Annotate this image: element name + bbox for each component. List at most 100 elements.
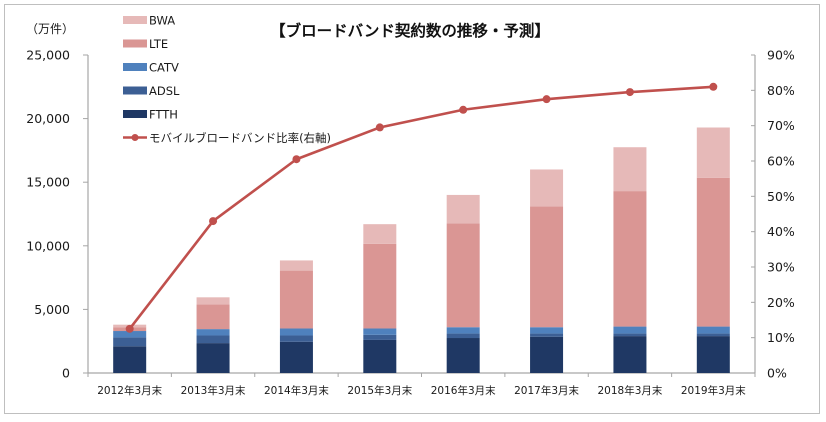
bars-group — [113, 127, 730, 373]
bar-segment-bwa — [613, 147, 647, 192]
x-tick-label: 2017年3月末 — [514, 384, 579, 397]
legend-item: ADSL — [123, 84, 180, 98]
bar-segment-lte — [613, 191, 647, 327]
x-tick-label: 2014年3月末 — [264, 384, 329, 397]
legend-swatch — [123, 110, 147, 118]
left-tick-label: 5,000 — [34, 302, 70, 317]
ratio-point — [625, 88, 634, 97]
bar-segment-lte — [696, 177, 730, 327]
legend-item: LTE — [123, 37, 168, 51]
bar-stack — [363, 224, 397, 373]
x-tick-labels: 2012年3月末 2013年3月末 2014年3月末 2015年3月末 2016年3月末… — [97, 384, 746, 397]
legend-item: CATV — [123, 61, 179, 75]
left-tick-label: 25,000 — [26, 48, 70, 63]
bar-segment-adsl — [196, 335, 230, 344]
bar-segment-adsl — [696, 333, 730, 337]
ratio-point — [459, 105, 468, 114]
x-tick-label: 2016年3月末 — [431, 384, 496, 397]
bar-segment-catv — [530, 327, 564, 334]
unit-label: （万件） — [26, 22, 74, 36]
bar-segment-bwa — [279, 260, 313, 271]
bar-segment-ftth — [530, 336, 564, 373]
bar-segment-adsl — [363, 334, 397, 340]
x-tick-label: 2012年3月末 — [97, 384, 162, 397]
legend-label: CATV — [149, 61, 179, 75]
left-tick-label: 15,000 — [26, 175, 70, 190]
bar-segment-bwa — [196, 297, 230, 305]
bar-segment-adsl — [613, 333, 647, 337]
bar-stack — [613, 147, 647, 373]
ratio-point — [709, 82, 718, 91]
legend-label: LTE — [149, 37, 168, 51]
bar-segment-ftth — [446, 338, 480, 373]
x-tick-label: 2015年3月末 — [347, 384, 412, 397]
right-tick-label: 90% — [767, 48, 795, 63]
ratio-point — [542, 95, 551, 104]
axes: 0 5,000 10,000 15,000 20,000 25,000 0% 10% 20% 30… — [26, 48, 795, 381]
bar-segment-ftth — [696, 336, 730, 373]
bar-segment-catv — [363, 328, 397, 335]
right-tick-label: 60% — [767, 154, 795, 169]
bar-segment-adsl — [446, 333, 480, 339]
right-tick-label: 10% — [767, 330, 795, 345]
legend-marker — [131, 134, 139, 141]
right-tick-label: 70% — [767, 118, 795, 133]
right-tick-label: 0% — [767, 366, 787, 381]
bar-segment-catv — [196, 329, 230, 336]
left-tick-label: 0 — [62, 366, 70, 381]
legend-label: FTTH — [149, 108, 178, 122]
bar-segment-lte — [279, 270, 313, 329]
bar-segment-ftth — [363, 339, 397, 373]
legend-label: BWA — [149, 14, 175, 28]
legend: BWA LTE CATV ADSL FTTH モバイルブロードバンド比率(右軸) — [123, 14, 331, 145]
bar-stack — [196, 297, 230, 373]
x-tick-label: 2018年3月末 — [597, 384, 662, 397]
bar-segment-bwa — [363, 224, 397, 244]
bar-segment-catv — [696, 326, 730, 334]
legend-label: ADSL — [149, 84, 180, 98]
left-tick-label: 20,000 — [26, 111, 70, 126]
x-tick-label: 2019年3月末 — [681, 384, 746, 397]
legend-swatch — [123, 86, 147, 95]
right-tick-label: 40% — [767, 224, 795, 239]
bar-segment-bwa — [446, 194, 480, 224]
right-tick-label: 80% — [767, 83, 795, 98]
ratio-point — [209, 217, 218, 226]
bar-segment-catv — [113, 331, 147, 338]
bar-segment-lte — [363, 243, 397, 329]
bar-segment-lte — [446, 223, 480, 328]
right-tick-label: 20% — [767, 295, 795, 310]
ratio-point — [125, 324, 134, 333]
ratio-point — [375, 123, 384, 132]
bar-segment-bwa — [696, 127, 730, 178]
bar-segment-ftth — [113, 346, 147, 373]
bar-segment-ftth — [613, 336, 647, 373]
bar-segment-catv — [613, 326, 647, 334]
bar-segment-lte — [530, 206, 564, 328]
bar-segment-ftth — [279, 341, 313, 373]
ratio-point — [292, 155, 301, 164]
x-tick-label: 2013年3月末 — [181, 384, 246, 397]
bar-stack — [279, 260, 313, 373]
bar-segment-adsl — [113, 337, 147, 347]
bar-segment-adsl — [530, 333, 564, 337]
chart-title: 【ブロードバンド契約数の推移・予測】 — [270, 21, 550, 40]
legend-swatch — [123, 63, 147, 71]
line-group — [125, 82, 718, 333]
right-tick-label: 50% — [767, 189, 795, 204]
legend-swatch — [123, 16, 147, 24]
right-tick-label: 30% — [767, 260, 795, 275]
legend-item: BWA — [123, 14, 175, 28]
left-tick-label: 10,000 — [26, 238, 70, 253]
ratio-line — [128, 85, 714, 330]
bar-segment-bwa — [530, 169, 564, 207]
bar-stack — [446, 194, 480, 373]
bar-segment-lte — [196, 304, 230, 330]
legend-item: FTTH — [123, 108, 178, 122]
legend-item: モバイルブロードバンド比率(右軸) — [123, 131, 331, 145]
bar-segment-adsl — [279, 335, 313, 342]
bar-segment-ftth — [196, 343, 230, 373]
legend-label: モバイルブロードバンド比率(右軸) — [149, 131, 331, 145]
bar-segment-catv — [279, 328, 313, 336]
